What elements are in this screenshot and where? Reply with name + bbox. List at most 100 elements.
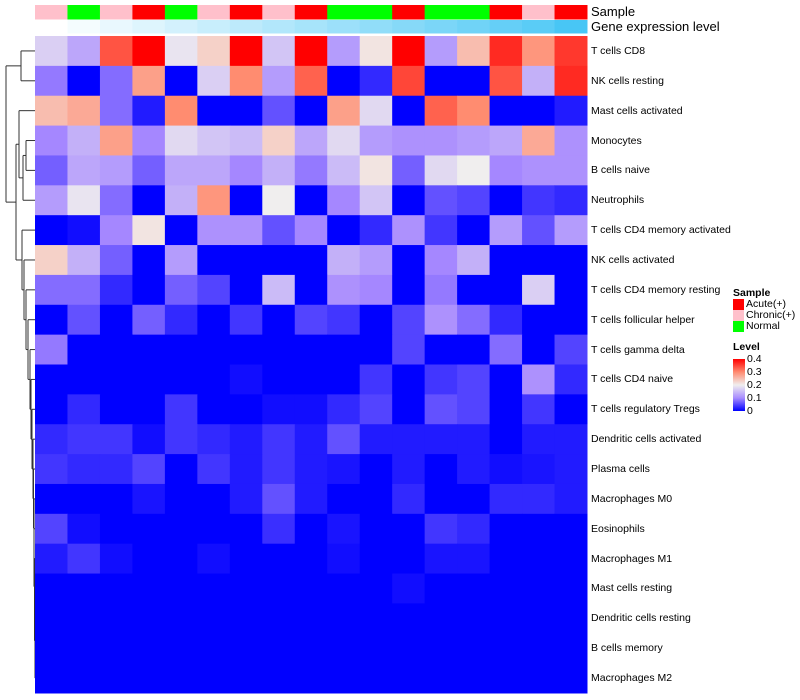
heatmap-cell <box>457 334 491 365</box>
heatmap-cell <box>392 125 426 156</box>
heatmap-cell <box>164 125 198 156</box>
heatmap-cell <box>35 633 68 664</box>
heatmap-cell <box>164 185 198 216</box>
heatmap-cell <box>197 334 231 365</box>
heatmap-cell <box>229 513 263 545</box>
heatmap-cell <box>99 424 133 455</box>
heatmap-cell <box>294 274 328 306</box>
heatmap-cell <box>359 603 393 634</box>
heatmap-cell <box>197 274 231 306</box>
heatmap-cell <box>67 394 101 425</box>
heatmap-cell <box>262 185 296 216</box>
heatmap-cell <box>35 364 68 395</box>
heatmap-cell <box>424 364 458 395</box>
heatmap-cell <box>392 633 426 664</box>
heatmap-cell <box>294 334 328 365</box>
heatmap-cell <box>99 573 133 604</box>
sample-annotation-cell <box>197 5 231 20</box>
heatmap-cell <box>489 543 523 575</box>
row-label: T cells gamma delta <box>591 343 685 356</box>
heatmap-cell <box>392 65 426 97</box>
heatmap-cell <box>294 513 328 545</box>
heatmap-cell <box>262 155 296 186</box>
row-label: Macrophages M2 <box>591 672 673 685</box>
heatmap-cell <box>67 633 101 664</box>
gene-expression-annotation-cell <box>457 20 491 34</box>
heatmap-cell <box>99 125 133 156</box>
heatmap-cell <box>164 304 198 336</box>
heatmap-cell <box>164 603 198 634</box>
row-label: T cells CD8 <box>591 44 646 57</box>
heatmap-cell <box>359 513 393 545</box>
heatmap-cell <box>35 424 68 455</box>
heatmap-cell <box>424 185 458 216</box>
heatmap-cell <box>522 454 556 485</box>
sample-annotation-cell <box>229 5 263 20</box>
heatmap-cell <box>294 573 328 604</box>
heatmap-cell <box>327 215 361 246</box>
heatmap-cell <box>424 394 458 425</box>
heatmap-cell <box>99 454 133 485</box>
heatmap-cell <box>164 663 198 694</box>
heatmap-cell <box>554 155 588 186</box>
heatmap-cell <box>262 36 296 67</box>
heatmap-cell <box>197 304 231 336</box>
heatmap-cell <box>424 663 458 694</box>
heatmap-cell <box>294 543 328 575</box>
heatmap-cell <box>424 573 458 604</box>
heatmap-cell <box>424 36 458 67</box>
row-label: T cells regulatory Tregs <box>591 403 700 416</box>
heatmap-cell <box>457 125 491 156</box>
heatmap-cell <box>359 95 393 127</box>
heatmap-cell <box>392 483 426 515</box>
heatmap-cell <box>522 245 556 276</box>
heatmap-cell <box>164 454 198 485</box>
heatmap-cell <box>99 483 133 515</box>
heatmap-cell <box>359 424 393 455</box>
heatmap-cell <box>392 454 426 485</box>
sample-annotation-cell <box>424 5 458 20</box>
heatmap-cell <box>262 245 296 276</box>
heatmap-cell <box>67 304 101 336</box>
heatmap-cell <box>132 95 166 127</box>
sample-annotation-cell <box>554 5 588 20</box>
heatmap-cell <box>327 454 361 485</box>
heatmap-cell <box>522 364 556 395</box>
heatmap-cell <box>35 185 68 216</box>
heatmap-cell <box>327 543 361 575</box>
heatmap-cell <box>164 573 198 604</box>
heatmap-cell <box>99 65 133 97</box>
heatmap-cell <box>35 394 68 425</box>
heatmap-cell <box>522 304 556 336</box>
heatmap-cell <box>132 245 166 276</box>
heatmap-cell <box>327 274 361 306</box>
heatmap-cell <box>359 125 393 156</box>
heatmap-cell <box>132 663 166 694</box>
heatmap-cell <box>67 513 101 545</box>
heatmap-cell <box>294 483 328 515</box>
heatmap-cell <box>359 454 393 485</box>
heatmap-cell <box>164 155 198 186</box>
heatmap-cell <box>262 394 296 425</box>
heatmap-cell <box>392 513 426 545</box>
heatmap-cell <box>457 215 491 246</box>
heatmap-cell <box>262 304 296 336</box>
heatmap-cell <box>457 394 491 425</box>
row-label: B cells memory <box>591 642 663 655</box>
row-label: Dendritic cells activated <box>591 433 702 446</box>
heatmap-cell <box>327 36 361 67</box>
heatmap-cell <box>67 334 101 365</box>
heatmap-cell <box>197 603 231 634</box>
gene-expression-annotation-cell <box>67 20 101 34</box>
heatmap-cell <box>457 663 491 694</box>
row-label: B cells naive <box>591 164 650 177</box>
row-label: Mast cells resting <box>591 582 673 595</box>
heatmap-cell <box>522 155 556 186</box>
heatmap-cell <box>99 364 133 395</box>
heatmap-cell <box>327 573 361 604</box>
heatmap-cell <box>457 633 491 664</box>
heatmap-cell <box>457 424 491 455</box>
heatmap-cell <box>424 454 458 485</box>
heatmap-cell <box>359 573 393 604</box>
heatmap-cell <box>197 513 231 545</box>
